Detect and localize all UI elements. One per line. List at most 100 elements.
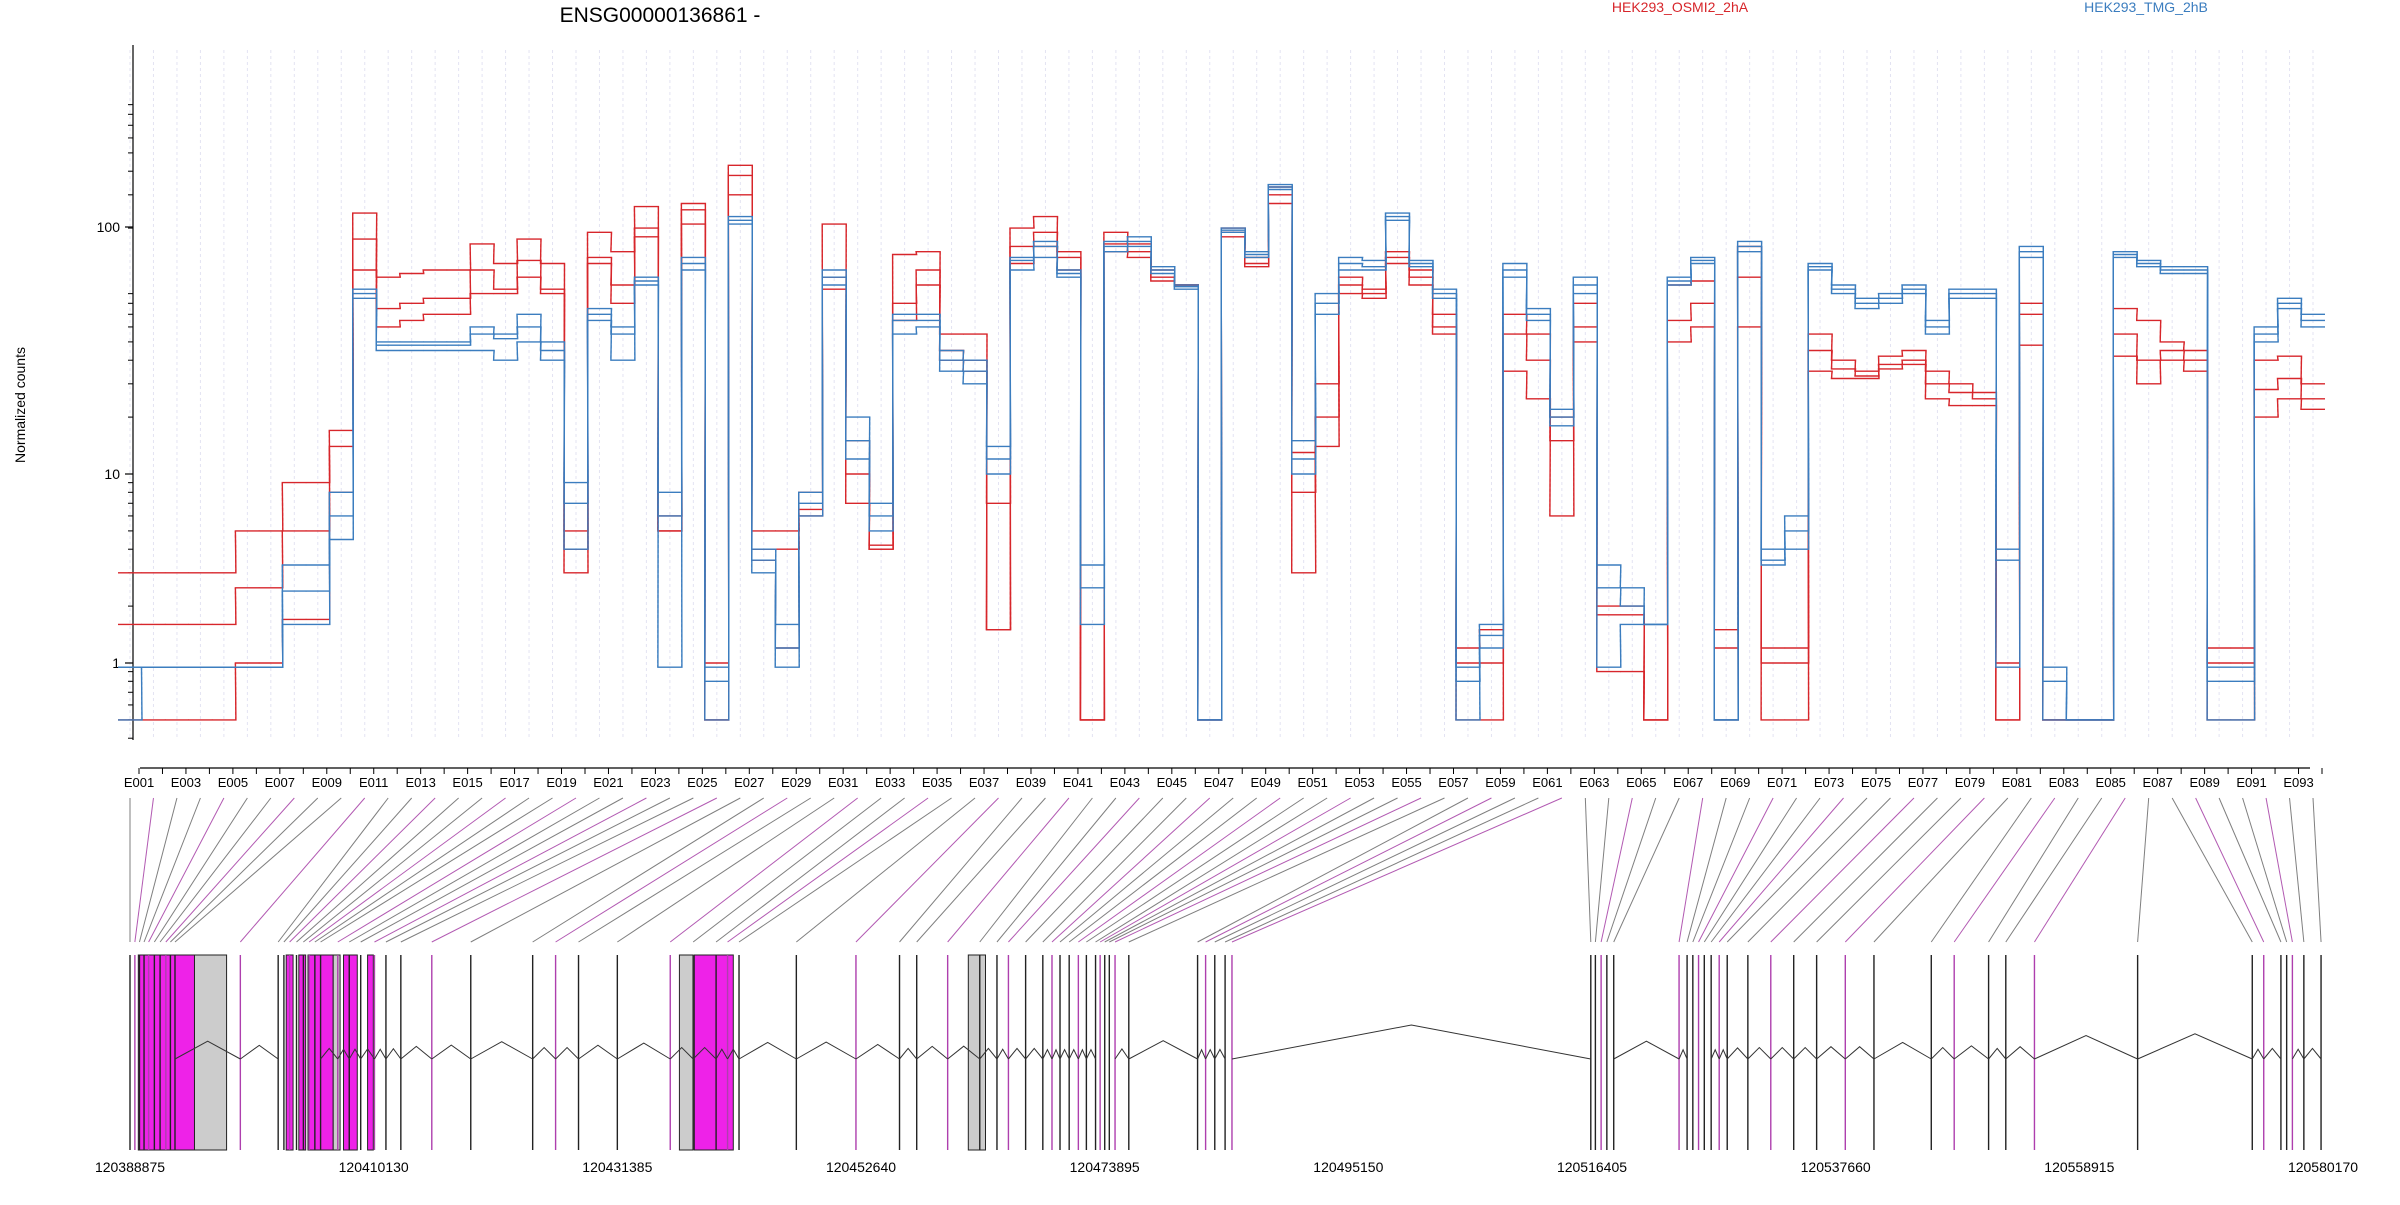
- exon-connector: [1686, 797, 1727, 943]
- genomic-tick-label: 120473895: [1070, 1159, 1140, 1175]
- exon-connector: [1710, 797, 1821, 943]
- intron-chevron: [1844, 1046, 1875, 1060]
- exon-connector: [277, 797, 389, 943]
- exon-connector: [727, 797, 929, 943]
- exon-connector: [314, 797, 530, 943]
- exon-connector: [431, 797, 718, 943]
- exon-connector: [1231, 797, 1563, 943]
- exon-connector: [165, 797, 295, 943]
- exon-connector: [138, 797, 178, 943]
- exon-connector: [2289, 797, 2305, 943]
- exon-connector: [1008, 797, 1140, 943]
- exon-connector: [1214, 797, 1516, 943]
- exon-tick-label: E051: [1297, 775, 1327, 790]
- exon-connector: [1930, 797, 2032, 943]
- exon-tick-label: E083: [2049, 775, 2079, 790]
- exon-connector: [1594, 797, 1610, 943]
- series-line-connectors: [140, 189, 2303, 721]
- intron-chevron: [320, 1047, 339, 1060]
- intron-chevron: [1042, 1048, 1053, 1060]
- exon-tick-label: E019: [546, 775, 576, 790]
- exon-tick-label: E029: [781, 775, 811, 790]
- intron-chevron: [2251, 1048, 2265, 1060]
- y-axis-label: Normalized counts: [12, 347, 28, 463]
- exon-connector: [1692, 797, 1751, 943]
- genomic-tick-label: 120410130: [339, 1159, 409, 1175]
- exon-block: [332, 954, 341, 1151]
- exon-tick-label: E023: [640, 775, 670, 790]
- intron-chevron: [1128, 1040, 1198, 1060]
- exon-block: [298, 954, 307, 1151]
- exon-tick-label: E017: [499, 775, 529, 790]
- intron-chevron: [1205, 1048, 1216, 1060]
- intron-chevron: [431, 1044, 472, 1060]
- intron-chevron: [1953, 1045, 1989, 1060]
- intron-chevron: [1613, 1040, 1680, 1060]
- intron-chevron: [727, 1048, 740, 1060]
- exon-connector: [1025, 797, 1164, 943]
- exon-tick-label: E053: [1344, 775, 1374, 790]
- genomic-coordinate-labels: 120388875 120410130 120431385 120452640 1204…: [95, 1159, 2358, 1175]
- exon-connector: [715, 797, 905, 943]
- exon-tick-label: E013: [405, 775, 435, 790]
- exon-connector: [1770, 797, 1915, 943]
- exon-tick-label: E085: [2096, 775, 2126, 790]
- exon-connector: [1747, 797, 1891, 943]
- intron-chevron: [1197, 1048, 1207, 1060]
- intron-chevron: [1025, 1047, 1044, 1060]
- exon-tick-label: E093: [2283, 775, 2313, 790]
- intron-chevron: [1726, 1047, 1749, 1060]
- intron-chevron: [617, 1042, 671, 1060]
- exon-connector-lines: [129, 797, 2322, 943]
- exon-connector: [1205, 797, 1492, 943]
- exon-connector: [692, 797, 882, 943]
- exon-connector: [1051, 797, 1211, 943]
- intron-chevron: [669, 1046, 694, 1060]
- intron-chevron: [1114, 1048, 1130, 1060]
- intron-chevron: [2291, 1048, 2305, 1060]
- exon-tick-label: E061: [1532, 775, 1562, 790]
- intron-chevron: [385, 1047, 402, 1060]
- genomic-tick-label: 120495150: [1313, 1159, 1383, 1175]
- exon-connector: [1678, 797, 1704, 943]
- intron-chevron: [374, 1048, 387, 1060]
- exon-connector: [1718, 797, 1844, 943]
- exon-connector: [617, 797, 835, 943]
- exon-connector: [996, 797, 1117, 943]
- exon-connector: [1078, 797, 1281, 943]
- intron-chevron: [2303, 1047, 2322, 1060]
- exon-connector: [855, 797, 999, 943]
- chart-title: ENSG00000136861 -: [560, 4, 761, 27]
- exon-tick-label: E079: [1955, 775, 1985, 790]
- exon-connector: [134, 797, 154, 943]
- intron-chevron: [899, 1047, 918, 1060]
- exon-tick-label: E089: [2189, 775, 2219, 790]
- exon-connector: [796, 797, 976, 943]
- exon-tick-label: E065: [1626, 775, 1656, 790]
- exon-connector: [1606, 797, 1657, 943]
- intron-chevron: [1930, 1046, 1955, 1060]
- intron-chevron: [2137, 1033, 2253, 1060]
- intron-chevron: [1085, 1048, 1097, 1060]
- exon-connector: [170, 797, 319, 943]
- exon-connector: [2137, 797, 2150, 943]
- intron-chevron: [532, 1046, 556, 1060]
- exon-tick-label: E037: [969, 775, 999, 790]
- exon-connector: [2005, 797, 2103, 943]
- exon-tick-label: E075: [1861, 775, 1891, 790]
- exon-connector: [1099, 797, 1351, 943]
- exon-connector: [1953, 797, 2056, 943]
- intron-chevron: [174, 1040, 241, 1060]
- intron-chevron: [578, 1044, 618, 1060]
- exon-tick-label: E073: [1814, 775, 1844, 790]
- intron-chevron: [1214, 1048, 1226, 1060]
- exon-connector: [1059, 797, 1234, 943]
- intron-chevron: [947, 1045, 981, 1060]
- exon-tick-label: E047: [1204, 775, 1234, 790]
- exon-tick-label: E003: [171, 775, 201, 790]
- exon-connector: [289, 797, 436, 943]
- exon-connector: [1726, 797, 1868, 943]
- intron-chevron: [240, 1044, 279, 1060]
- y-tick-label: 1: [112, 655, 120, 671]
